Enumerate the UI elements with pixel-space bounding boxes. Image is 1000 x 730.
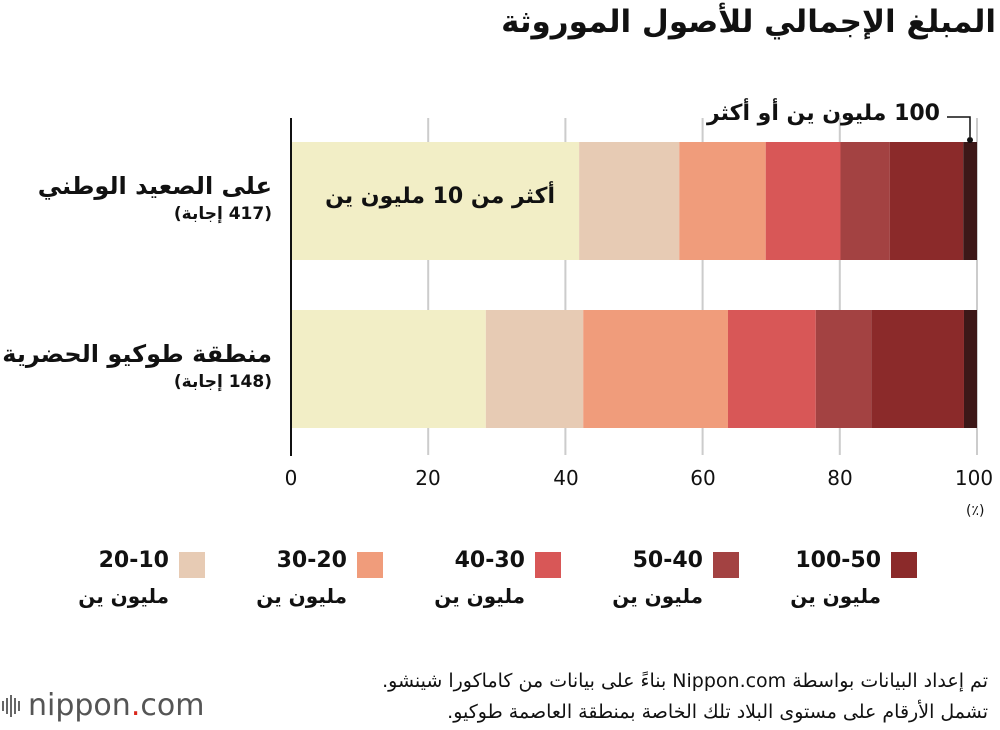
bar-segment — [815, 310, 872, 428]
bar-segment — [727, 310, 816, 428]
logo-brand: nippon — [28, 688, 131, 723]
legend-range: 30-20 — [276, 548, 347, 573]
legend-item-10-20: 20-10 مليون ين — [15, 548, 205, 618]
x-tick-label: 60 — [690, 466, 716, 490]
legend-unit: مليون ين — [256, 584, 347, 608]
bar-segment — [485, 310, 584, 428]
category-label-tokyo: منطقة طوكيو الحضرية (148 إجابة) — [2, 340, 272, 392]
chart-title: المبلغ الإجمالي للأصول الموروثة — [501, 4, 996, 40]
legend-unit: مليون ين — [612, 584, 703, 608]
category-count: (148 إجابة) — [173, 372, 272, 392]
category-name: منطقة طوكيو الحضرية — [2, 340, 272, 368]
logo-suffix: com — [140, 688, 205, 723]
nippon-logo: nippon. com — [2, 688, 204, 723]
logo-mark-icon — [2, 694, 20, 717]
bar-segment — [963, 142, 977, 260]
category-count: (417 إجابة) — [173, 204, 272, 224]
legend-item-40-50: 50-40 مليون ين — [549, 548, 739, 618]
bar-segment — [579, 142, 680, 260]
stacked-bar-chart — [290, 116, 978, 456]
x-axis-unit: (٪) — [966, 503, 985, 519]
category-label-nationwide: على الصعيد الوطني (417 إجابة) — [38, 172, 272, 224]
legend-range: 40-30 — [454, 548, 525, 573]
inbar-label: أكثر من 10 مليون ين — [325, 184, 555, 209]
legend-item-20-30: 30-20 مليون ين — [193, 548, 383, 618]
legend-range: 20-10 — [98, 548, 169, 573]
legend-swatch — [535, 552, 561, 578]
category-name: على الصعيد الوطني — [37, 172, 272, 200]
legend-range: 100-50 — [795, 548, 881, 573]
legend-unit: مليون ين — [78, 584, 169, 608]
source-line: تم إعداد البيانات بواسطة Nippon.com بناء… — [382, 670, 988, 692]
legend-item-50-100: 100-50 مليون ين — [727, 548, 917, 618]
bar-segment — [291, 142, 580, 260]
bar-segment — [889, 142, 964, 260]
legend-swatch — [179, 552, 205, 578]
legend-range: 50-40 — [632, 548, 703, 573]
callout-label: 100 مليون ين أو أكثر — [706, 101, 940, 126]
logo-dot: . — [130, 688, 141, 723]
legend-unit: مليون ين — [790, 584, 881, 608]
x-tick-label: 40 — [553, 466, 579, 490]
callout-dot — [967, 137, 973, 143]
legend-swatch — [713, 552, 739, 578]
x-tick-label: 0 — [284, 466, 298, 490]
legend-swatch — [357, 552, 383, 578]
x-tick-label: 20 — [415, 466, 441, 490]
bar-segment — [291, 310, 486, 428]
callout-leader-line — [947, 116, 971, 137]
bar-segment — [963, 310, 977, 428]
x-tick-label: 80 — [827, 466, 853, 490]
legend-unit: مليون ين — [434, 584, 525, 608]
bar-segment — [679, 142, 766, 260]
x-tick-label: 100 — [954, 466, 994, 490]
legend-swatch — [891, 552, 917, 578]
bar-segment — [840, 142, 890, 260]
bar-segment — [583, 310, 728, 428]
source-note: تم إعداد البيانات بواسطة Nippon.com بناء… — [382, 666, 988, 728]
legend-item-30-40: 40-30 مليون ين — [371, 548, 561, 618]
bar-segment — [871, 310, 964, 428]
bar-segment — [765, 142, 841, 260]
source-line: تشمل الأرقام على مستوى البلاد تلك الخاصة… — [447, 701, 988, 723]
